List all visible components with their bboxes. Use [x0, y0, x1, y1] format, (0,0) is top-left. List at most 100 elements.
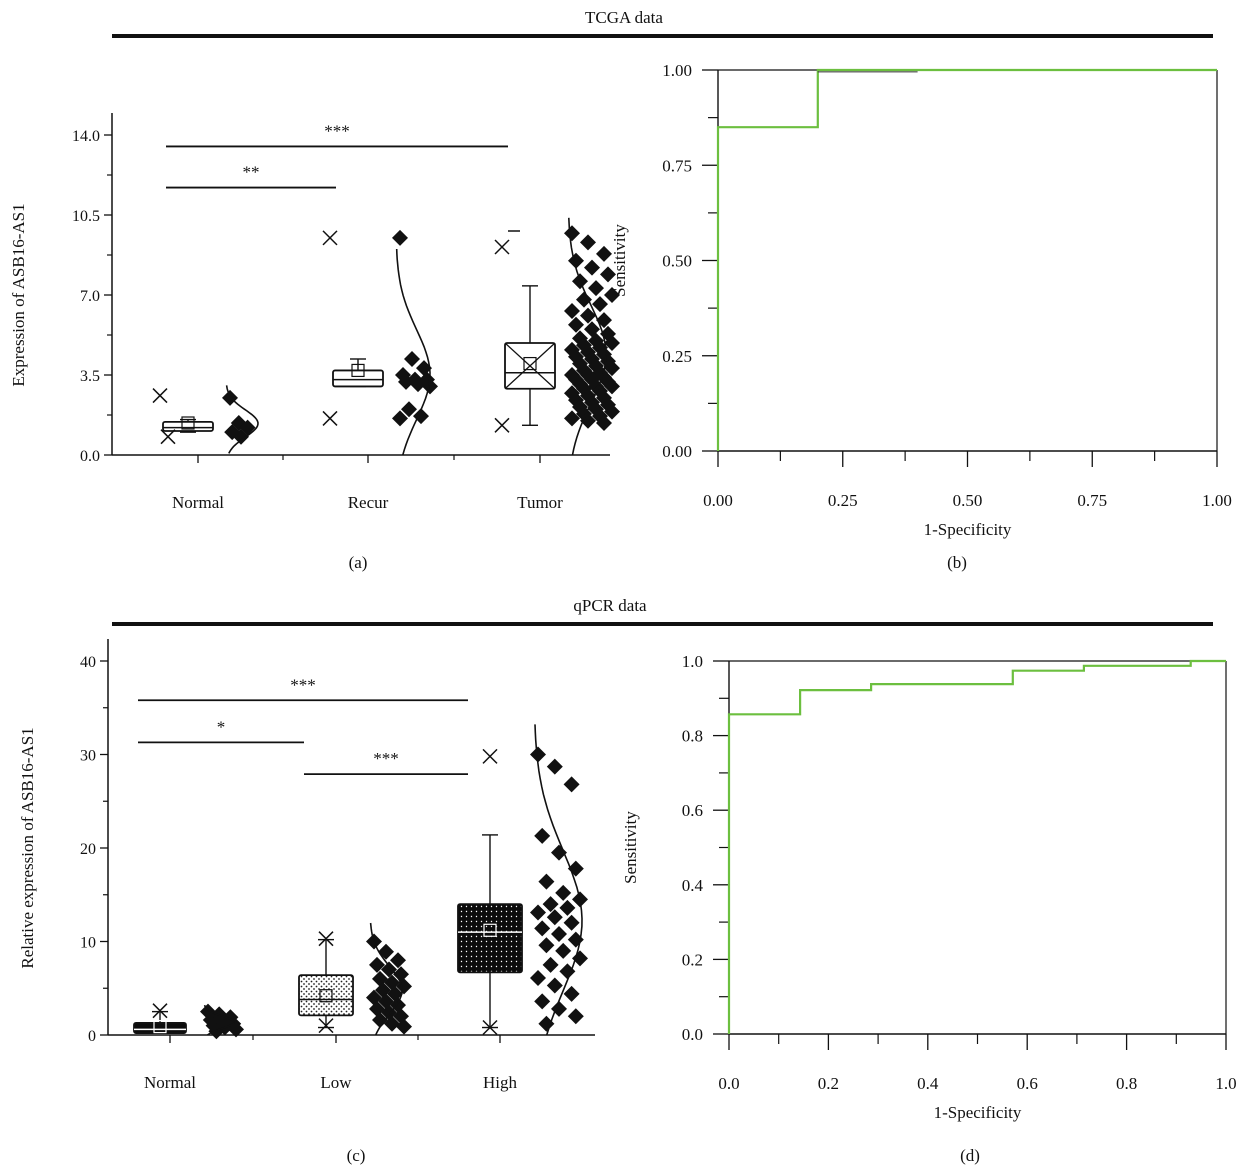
density-curve: [534, 724, 583, 1036]
y-tick-label: 30: [80, 748, 96, 765]
outlier-marker: [160, 429, 176, 445]
data-point: [401, 401, 417, 418]
box-body: [162, 420, 214, 432]
box-mean-marker: [523, 356, 537, 371]
x-tick-label: Normal: [144, 1073, 196, 1092]
data-point: [563, 985, 580, 1002]
panel-c-boxplot-qpcr: 0 10 20 30 40 Relative expression of ASB16-AS…: [18, 639, 595, 1092]
y-tick-label: 0.0: [80, 448, 100, 465]
data-point: [534, 827, 551, 844]
roc-curve: [727, 659, 1226, 1034]
section-title-qpcr: qPCR data: [573, 596, 647, 615]
data-point: [551, 926, 567, 943]
data-point: [555, 942, 572, 959]
y-tick-label: 0.4: [682, 876, 704, 895]
data-point: [592, 296, 608, 313]
panel-label-c: (c): [347, 1146, 366, 1165]
y-tick-label: 0.50: [662, 252, 692, 271]
data-point: [555, 884, 572, 901]
data-point: [384, 974, 400, 991]
data-point: [530, 969, 546, 986]
panel-d-roc-qpcr: 0.0 0.2 0.4 0.6 0.8 1.0 0.0 0.2 0.4 0.6 0.8 1.0 1-Sp…: [621, 652, 1237, 1122]
x-tick-label: 0.4: [917, 1074, 939, 1093]
y-tick-label: 0.00: [662, 442, 692, 461]
significance-label: *: [217, 717, 226, 736]
box-mean-marker: [181, 416, 195, 430]
x-axis-title: 1-Specificity: [934, 1103, 1022, 1122]
data-point: [604, 360, 620, 377]
data-point: [375, 982, 391, 999]
data-point: [369, 1000, 385, 1017]
box-cross: [504, 342, 556, 390]
data-point: [563, 776, 580, 793]
data-point: [384, 1015, 400, 1032]
panel-label-a: (a): [349, 553, 368, 572]
outlier-marker: [318, 1018, 334, 1034]
data-point: [559, 899, 576, 916]
section-title-tcga: TCGA data: [585, 8, 663, 27]
data-point: [546, 909, 563, 926]
data-point: [542, 896, 559, 913]
data-point: [563, 914, 580, 931]
data-point: [604, 335, 620, 351]
y-axis-title: Sensitivity: [610, 224, 629, 297]
density-curve: [225, 385, 259, 454]
outlier-marker: [494, 239, 510, 255]
box-mean-marker: [153, 1019, 167, 1034]
outlier-marker: [494, 417, 510, 433]
x-tick-label: 0.8: [1116, 1074, 1137, 1093]
panel-label-d: (d): [960, 1146, 980, 1165]
box-body: [298, 974, 354, 1017]
data-point: [588, 280, 604, 297]
x-tick-label: 0.50: [953, 491, 983, 510]
x-tick-label: 0.25: [828, 491, 858, 510]
data-point: [604, 378, 620, 395]
data-point: [390, 952, 406, 969]
data-point: [530, 746, 546, 763]
y-tick-label: 10: [80, 935, 96, 952]
data-point: [538, 1015, 555, 1032]
density-curve: [568, 217, 607, 456]
x-tick-label: Tumor: [517, 493, 563, 512]
outlier-marker: [152, 1003, 168, 1019]
x-tick-label: 0.0: [718, 1074, 739, 1093]
box-body: [457, 903, 523, 974]
y-tick-label: 14.0: [72, 128, 100, 145]
y-tick-label: 0.75: [662, 156, 692, 175]
data-point: [576, 291, 592, 308]
roc-curve: [716, 68, 1217, 451]
panel-a-boxplot-tcga: 0.0 3.5 7.0 10.5 14.0 Expression of ASB16-AS1…: [9, 113, 620, 512]
x-tick-label: Recur: [348, 493, 389, 512]
significance-label: ***: [373, 749, 399, 768]
y-tick-label: 7.0: [80, 288, 100, 305]
data-point: [596, 245, 612, 262]
data-point: [392, 229, 408, 246]
data-point: [559, 963, 576, 980]
x-tick-label: 0.75: [1077, 491, 1107, 510]
significance-label: **: [243, 163, 260, 182]
data-point: [398, 373, 414, 390]
data-point: [378, 993, 394, 1010]
y-tick-label: 0: [88, 1028, 96, 1045]
y-tick-label: 20: [80, 841, 96, 858]
y-tick-label: 0.0: [682, 1025, 703, 1044]
data-point: [604, 403, 620, 420]
y-axis-title: Sensitivity: [621, 811, 640, 884]
outlier-marker: [482, 1019, 498, 1036]
data-point: [600, 266, 616, 283]
data-point: [404, 351, 420, 367]
outlier-marker: [322, 410, 338, 426]
x-tick-label: High: [483, 1073, 518, 1092]
box-body: [133, 1021, 187, 1035]
significance-label: ***: [290, 675, 316, 694]
data-point: [568, 316, 584, 333]
outlier-marker: [318, 931, 334, 947]
x-tick-label: 0.6: [1017, 1074, 1038, 1093]
data-point: [534, 920, 551, 937]
data-point: [422, 378, 438, 395]
data-point: [580, 307, 596, 324]
data-point: [567, 1008, 584, 1025]
x-tick-label: 0.00: [703, 491, 733, 510]
data-point: [416, 360, 432, 377]
x-tick-label: Normal: [172, 493, 224, 512]
